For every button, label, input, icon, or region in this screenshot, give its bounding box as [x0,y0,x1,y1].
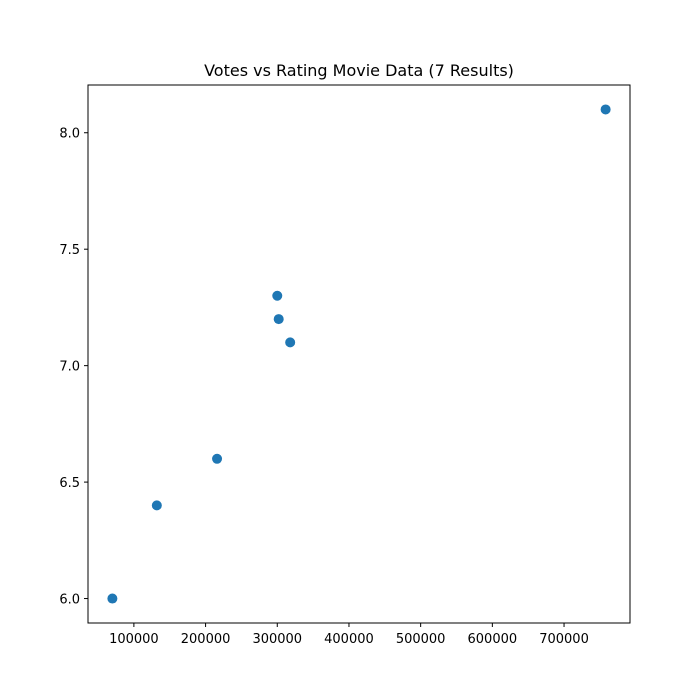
plot-area-frame [87,84,631,624]
data-point [212,453,223,464]
y-tick-label: 6.0 [59,593,80,608]
y-tick-label: 7.0 [59,360,80,375]
data-point [151,500,162,511]
data-points [107,104,611,604]
y-axis: 6.0 6.5 7.0 7.5 8.0 [59,127,88,608]
data-point [107,593,118,604]
chart-title: Votes vs Rating Movie Data (7 Results) [204,61,514,80]
x-tick-label: 600000 [468,632,518,647]
x-tick-label: 300000 [252,632,302,647]
data-point [600,104,611,115]
x-tick-label: 400000 [324,632,374,647]
x-tick-label: 700000 [539,632,589,647]
x-tick-label: 100000 [109,632,159,647]
data-point [285,337,296,348]
y-tick-label: 7.5 [59,243,80,258]
data-point [272,290,283,301]
data-point [273,314,284,325]
y-tick-label: 6.5 [59,476,80,491]
x-tick-label: 500000 [396,632,446,647]
y-tick-label: 8.0 [59,127,80,142]
x-axis: 100000 200000 300000 400000 500000 600000 7000… [109,623,589,647]
x-tick-label: 200000 [181,632,231,647]
